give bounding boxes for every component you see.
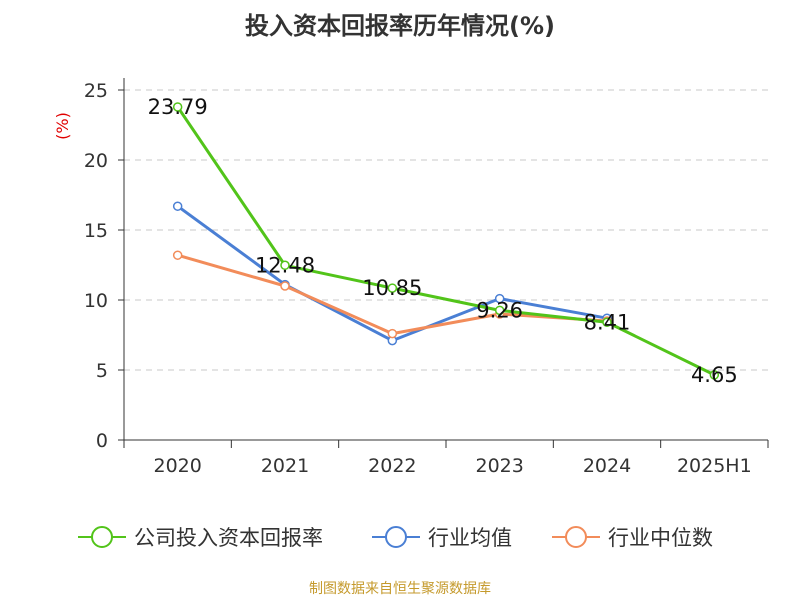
data-point	[387, 328, 398, 339]
x-tick-label: 2020	[153, 455, 201, 477]
data-point	[494, 293, 505, 304]
data-label: 10.85	[362, 276, 422, 300]
data-point	[172, 102, 183, 112]
y-tick-labels: 0 5 10 15 20 25	[84, 80, 108, 452]
series-line	[176, 106, 715, 377]
legend[interactable]: 公司投入资本回报率 行业均值 行业中位数	[78, 526, 713, 550]
legend-label: 行业中位数	[608, 526, 713, 550]
data-point	[494, 305, 505, 316]
data-labels: 23.79 12.48 10.85 9.26 8.41 4.65	[148, 95, 738, 387]
series-lines	[172, 102, 720, 380]
x-tick-label: 2025H1	[677, 455, 752, 477]
chart-title: 投入资本回报率历年情况(%)	[245, 12, 555, 40]
data-label: 8.41	[584, 310, 631, 334]
data-label: 12.48	[255, 253, 315, 277]
y-tick-label: 20	[84, 150, 108, 172]
legend-label: 公司投入资本回报率	[134, 526, 323, 550]
data-label: 23.79	[148, 95, 208, 119]
legend-swatch-marker	[385, 526, 407, 548]
legend-swatch-marker	[91, 526, 113, 548]
data-label: 4.65	[691, 363, 738, 387]
data-point	[172, 250, 183, 260]
x-tick-label: 2021	[261, 455, 309, 477]
legend-item[interactable]: 行业中位数	[552, 526, 713, 550]
data-point	[280, 260, 290, 271]
y-axis-label: (%)	[53, 112, 72, 140]
legend-label: 行业均值	[428, 526, 512, 550]
x-tick-label: 2023	[475, 455, 523, 477]
legend-swatch-marker	[565, 526, 587, 548]
source-footer: 制图数据来自恒生聚源数据库	[309, 581, 491, 597]
y-tick-label: 10	[84, 290, 108, 312]
data-label: 9.26	[476, 298, 523, 322]
data-point	[172, 201, 183, 211]
y-tick-label: 15	[84, 220, 108, 242]
data-point	[709, 370, 720, 380]
legend-item[interactable]: 公司投入资本回报率	[78, 526, 323, 550]
legend-item[interactable]: 行业均值	[372, 526, 512, 550]
y-tick-label: 0	[96, 430, 108, 452]
y-tick-label: 5	[96, 360, 108, 382]
x-tick-label: 2022	[368, 455, 416, 477]
data-point	[280, 281, 290, 291]
y-tick-label: 25	[84, 80, 108, 102]
x-tick-labels: 2020 2021 2022 2023 2024 2025H1	[153, 455, 751, 477]
data-point	[387, 283, 398, 293]
axes	[118, 78, 769, 448]
x-tick-label: 2024	[583, 455, 631, 477]
gridlines	[124, 89, 768, 371]
data-point	[602, 317, 612, 328]
